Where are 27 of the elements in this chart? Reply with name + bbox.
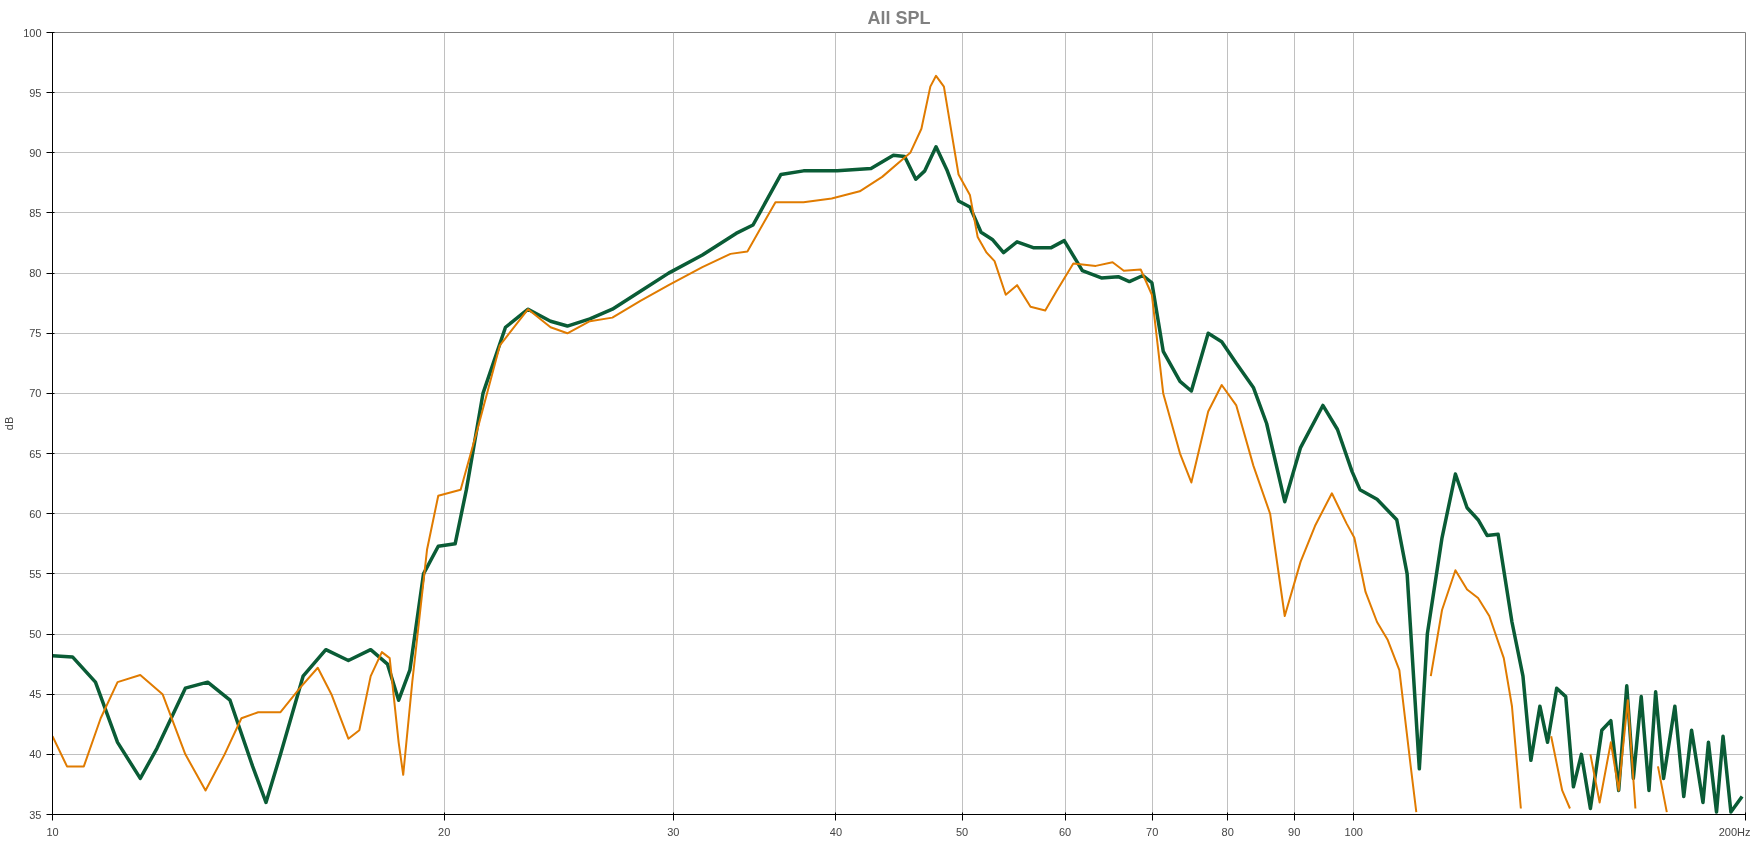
y-tick-label: 75	[29, 327, 42, 340]
y-tick-label: 40	[29, 748, 42, 761]
x-tick-label: 70	[1146, 825, 1159, 838]
y-tick-label: 80	[29, 267, 42, 280]
x-tick-label: 90	[1288, 825, 1301, 838]
y-tick-label: 55	[29, 567, 42, 580]
x-tick-label: 20	[438, 825, 451, 838]
x-tick-label: 30	[667, 825, 680, 838]
y-tick-label: 50	[29, 628, 42, 641]
y-tick-label: 100	[23, 26, 42, 39]
x-tick-label: 50	[955, 825, 969, 838]
y-tick-label: 45	[29, 688, 42, 701]
chart-title: All SPL	[867, 7, 931, 28]
y-tick-label: 65	[29, 447, 42, 460]
y-axis-title: dB	[3, 416, 16, 431]
x-tick-label: 200Hz	[1718, 825, 1751, 838]
x-tick-label: 60	[1058, 825, 1072, 838]
x-tick-label: 100	[1344, 825, 1363, 838]
y-tick-label: 35	[29, 808, 42, 821]
y-tick-label: 60	[29, 507, 42, 520]
x-tick-label: 40	[829, 825, 843, 838]
x-tick-label: 80	[1221, 825, 1234, 838]
y-tick-label: 90	[29, 146, 42, 159]
y-tick-label: 70	[29, 387, 42, 400]
x-tick-label: 10	[46, 825, 59, 838]
y-tick-label: 85	[29, 206, 42, 219]
y-tick-label: 95	[29, 86, 42, 99]
